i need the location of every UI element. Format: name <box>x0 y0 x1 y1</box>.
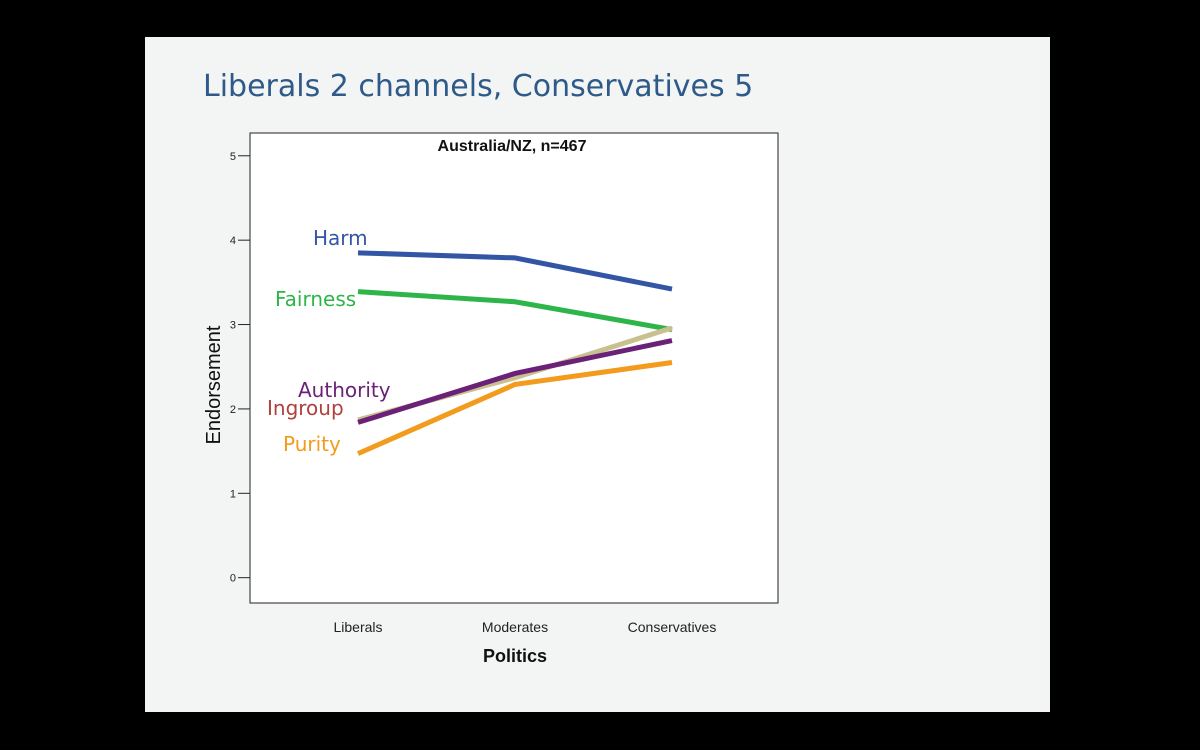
x-tick-label: Liberals <box>333 619 382 635</box>
x-axis-label: Politics <box>483 646 547 666</box>
series-line <box>357 338 673 425</box>
y-tick-label: 4 <box>230 235 236 247</box>
y-tick-label: 1 <box>230 488 236 500</box>
slide-title: Liberals 2 channels, Conservatives 5 <box>203 69 753 104</box>
series-label: Fairness <box>275 287 356 311</box>
y-tick-label: 5 <box>230 151 236 163</box>
series-line <box>357 289 673 333</box>
series-label: Purity <box>283 432 341 456</box>
y-axis-label: Endorsement <box>203 325 225 444</box>
series-label: Authority <box>298 378 391 402</box>
series-label: Harm <box>313 226 368 250</box>
series-line <box>356 360 673 456</box>
y-tick-label: 3 <box>230 320 236 332</box>
series-line <box>357 250 673 292</box>
y-tick-label: 0 <box>230 573 236 585</box>
x-tick-label: Moderates <box>482 619 548 635</box>
x-tick-label: Conservatives <box>628 619 717 635</box>
y-tick-label: 2 <box>230 404 236 416</box>
series-label: Ingroup <box>267 396 344 420</box>
chart-title: Australia/NZ, n=467 <box>438 138 587 155</box>
plot-area <box>249 132 779 604</box>
